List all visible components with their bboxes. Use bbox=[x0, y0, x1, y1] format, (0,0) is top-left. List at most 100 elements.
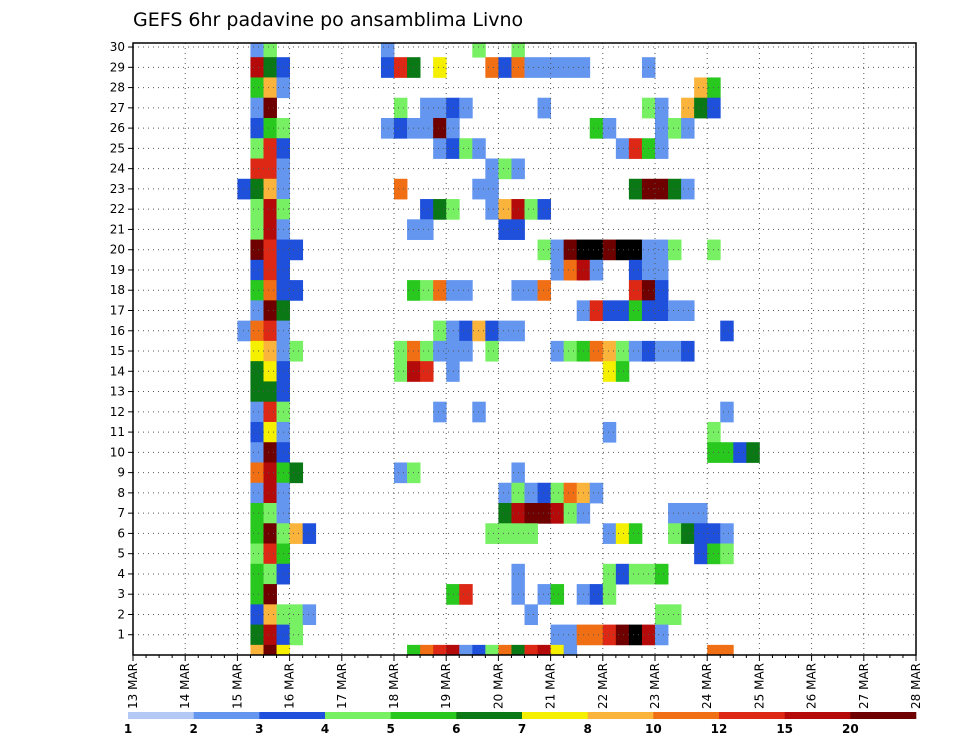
x-tick-label: 15 MAR bbox=[230, 663, 244, 709]
heatmap-cell bbox=[628, 624, 643, 646]
heatmap-cell bbox=[668, 239, 682, 261]
heatmap-cell bbox=[420, 280, 434, 301]
heatmap-cell bbox=[250, 604, 264, 625]
heatmap-cell bbox=[498, 57, 512, 78]
heatmap-cell bbox=[655, 239, 669, 261]
heatmap-cell bbox=[615, 563, 630, 585]
heatmap-cell bbox=[250, 320, 264, 342]
x-tick-label: 25 MAR bbox=[752, 663, 766, 709]
heatmap-cell bbox=[681, 178, 695, 200]
heatmap-cell bbox=[628, 300, 643, 322]
heatmap-cell bbox=[250, 138, 264, 159]
legend-swatch bbox=[128, 712, 194, 719]
heatmap-cell bbox=[420, 97, 434, 119]
heatmap-cell bbox=[446, 199, 460, 220]
heatmap-cell bbox=[628, 259, 643, 281]
x-tick-label: 20 MAR bbox=[491, 663, 505, 709]
heatmap-cell bbox=[628, 280, 643, 301]
heatmap-cell bbox=[524, 199, 538, 220]
y-tick-label: 18 bbox=[110, 283, 125, 297]
y-tick-label: 23 bbox=[110, 182, 125, 196]
heatmap-cell bbox=[615, 523, 630, 544]
y-tick-label: 25 bbox=[110, 141, 125, 155]
heatmap-cell bbox=[524, 280, 538, 301]
heatmap-cell bbox=[289, 239, 304, 261]
heatmap-cell bbox=[485, 320, 499, 342]
heatmap-cell bbox=[498, 158, 512, 180]
x-tick-label: 14 MAR bbox=[178, 663, 192, 709]
heatmap-cell bbox=[681, 523, 695, 544]
heatmap-cell bbox=[446, 97, 460, 119]
heatmap-cell bbox=[511, 644, 525, 656]
heatmap-cell bbox=[563, 624, 578, 646]
heatmap-cell bbox=[537, 239, 551, 261]
heatmap-cell bbox=[250, 381, 264, 403]
heatmap-cell bbox=[668, 503, 682, 524]
heatmap-cell bbox=[655, 97, 669, 119]
heatmap-cell bbox=[615, 361, 630, 382]
heatmap-cell bbox=[720, 401, 734, 423]
heatmap-cell bbox=[250, 340, 264, 362]
x-tick-label: 21 MAR bbox=[544, 663, 558, 709]
heatmap-cell bbox=[250, 584, 264, 605]
heatmap-cell bbox=[459, 644, 473, 656]
heatmap-cell bbox=[263, 259, 277, 281]
heatmap-cell bbox=[289, 462, 304, 484]
y-tick-label: 17 bbox=[110, 303, 125, 317]
legend-swatch bbox=[390, 712, 457, 719]
heatmap-cell bbox=[524, 523, 538, 544]
heatmap-cell bbox=[380, 117, 395, 139]
heatmap-cell bbox=[446, 340, 460, 362]
heatmap-cell bbox=[394, 178, 408, 200]
heatmap-cell bbox=[433, 320, 447, 342]
y-tick-label: 13 bbox=[110, 385, 125, 399]
heatmap-cell bbox=[524, 644, 538, 656]
heatmap-cell bbox=[628, 138, 643, 159]
heatmap-cell bbox=[655, 604, 669, 625]
heatmap-cell bbox=[289, 523, 304, 544]
heatmap-cell bbox=[250, 624, 264, 646]
heatmap-cell bbox=[263, 199, 277, 220]
heatmap-cell bbox=[459, 320, 473, 342]
heatmap-cell bbox=[394, 462, 408, 484]
heatmap-cell bbox=[524, 57, 538, 78]
legend-swatch bbox=[587, 712, 654, 719]
heatmap-cell bbox=[694, 543, 708, 565]
cells-layer bbox=[237, 43, 760, 656]
heatmap-cell bbox=[276, 644, 290, 656]
heatmap-cell bbox=[446, 138, 460, 159]
heatmap-cell bbox=[681, 340, 695, 362]
y-tick-label: 27 bbox=[110, 101, 125, 115]
heatmap-cell bbox=[250, 300, 264, 322]
heatmap-cell bbox=[589, 239, 604, 261]
heatmap-cell bbox=[289, 604, 304, 625]
x-tick-label: 19 MAR bbox=[439, 663, 453, 709]
y-tick-label: 3 bbox=[117, 587, 125, 601]
heatmap-cell bbox=[263, 482, 277, 504]
heatmap-cell bbox=[263, 178, 277, 200]
heatmap-cell bbox=[250, 239, 264, 261]
heatmap-cell bbox=[472, 320, 486, 342]
legend-swatch bbox=[325, 712, 391, 719]
heatmap-cell bbox=[250, 543, 264, 565]
heatmap-cell bbox=[394, 97, 408, 119]
y-tick-label: 24 bbox=[110, 162, 125, 176]
heatmap-cell bbox=[602, 584, 617, 605]
heatmap-cell bbox=[694, 503, 708, 524]
heatmap-cell bbox=[498, 482, 512, 504]
chart-title: GEFS 6hr padavine po ansamblima Livno bbox=[133, 9, 523, 31]
heatmap-cell bbox=[459, 584, 473, 605]
heatmap-cell bbox=[263, 300, 277, 322]
heatmap-cell bbox=[420, 340, 434, 362]
y-tick-label: 10 bbox=[110, 445, 125, 459]
heatmap-cell bbox=[655, 280, 669, 301]
y-tick-label: 30 bbox=[110, 40, 125, 54]
heatmap-cell bbox=[433, 57, 447, 78]
y-tick-label: 22 bbox=[110, 202, 125, 216]
heatmap-cell bbox=[420, 361, 434, 382]
legend-swatch bbox=[259, 712, 326, 719]
y-tick-label: 28 bbox=[110, 81, 125, 95]
heatmap-cell bbox=[289, 340, 304, 362]
heatmap-cell bbox=[433, 644, 447, 656]
